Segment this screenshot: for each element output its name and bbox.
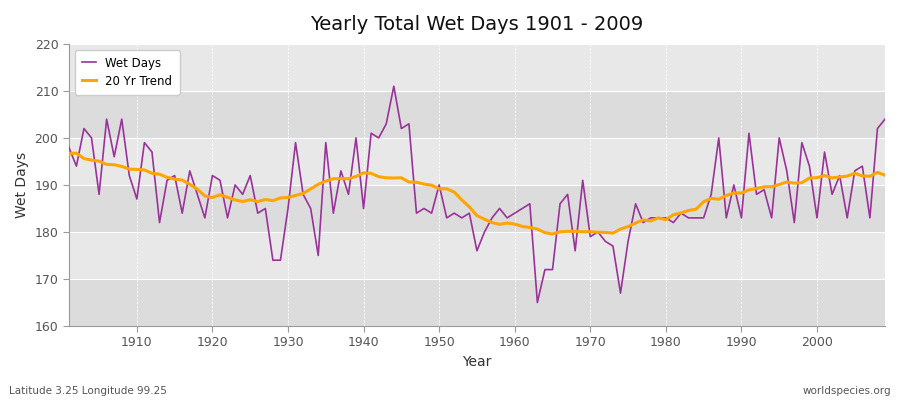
20 Yr Trend [71, 151, 82, 156]
20 Yr Trend [547, 232, 558, 236]
Title: Yearly Total Wet Days 1901 - 2009: Yearly Total Wet Days 1901 - 2009 [310, 15, 644, 34]
20 Yr Trend [615, 227, 626, 232]
20 Yr Trend [343, 176, 354, 181]
Bar [68, 279, 885, 326]
Text: Latitude 3.25 Longitude 99.25: Latitude 3.25 Longitude 99.25 [9, 386, 166, 396]
Text: worldspecies.org: worldspecies.org [803, 386, 891, 396]
Wet Days [879, 117, 890, 122]
20 Yr Trend [131, 167, 142, 172]
Wet Days [532, 300, 543, 305]
Y-axis label: Wet Days: Wet Days [15, 152, 29, 218]
Legend: Wet Days, 20 Yr Trend: Wet Days, 20 Yr Trend [75, 50, 179, 95]
Bar [68, 138, 885, 185]
Bar [68, 44, 885, 91]
20 Yr Trend [879, 173, 890, 178]
Wet Days [290, 140, 301, 145]
20 Yr Trend [298, 191, 309, 196]
Wet Days [124, 173, 135, 178]
Line: Wet Days: Wet Days [68, 86, 885, 302]
20 Yr Trend [63, 151, 74, 156]
Wet Days [63, 145, 74, 150]
Bar [68, 91, 885, 138]
Wet Days [336, 168, 346, 173]
20 Yr Trend [517, 224, 527, 229]
Wet Days [509, 211, 520, 216]
Wet Days [615, 291, 626, 296]
Wet Days [517, 206, 527, 211]
Wet Days [389, 84, 400, 89]
X-axis label: Year: Year [463, 355, 491, 369]
20 Yr Trend [509, 222, 520, 226]
Line: 20 Yr Trend: 20 Yr Trend [68, 153, 885, 234]
Bar [68, 232, 885, 279]
Bar [68, 185, 885, 232]
